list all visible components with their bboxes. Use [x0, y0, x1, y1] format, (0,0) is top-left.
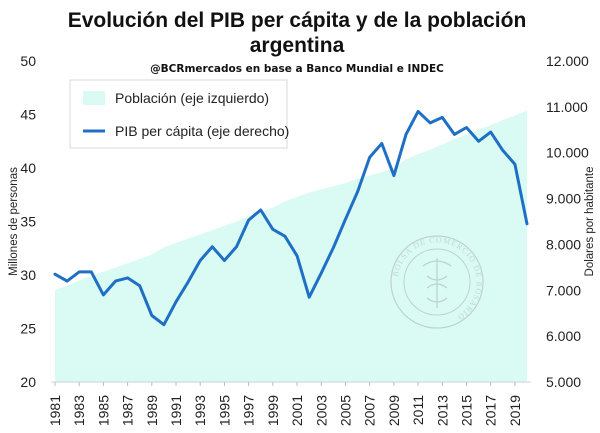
y-right-tick-label: 6.000	[546, 328, 581, 344]
chart-subtitle: @BCRmercados en base a Banco Mundial e I…	[150, 63, 444, 75]
gdp-point	[332, 246, 335, 249]
gdp-point	[489, 131, 492, 133]
y-left-tick-label: 30	[20, 267, 36, 283]
watermark-caduceus-icon	[422, 258, 452, 308]
gdp-point	[502, 149, 504, 152]
gdp-point	[381, 142, 383, 145]
gdp-point	[477, 140, 480, 143]
gdp-point	[284, 235, 286, 237]
gdp-point	[114, 280, 117, 282]
gdp-point	[441, 116, 444, 119]
x-tick-label: 2003	[313, 395, 329, 426]
gdp-point	[235, 245, 238, 248]
gdp-point	[223, 259, 226, 262]
gdp-point	[344, 218, 347, 220]
y-right-tick-label: 7.000	[546, 282, 581, 298]
x-tick-label: 2011	[410, 395, 426, 425]
legend-box	[69, 79, 288, 149]
gdp-point	[405, 133, 407, 136]
x-tick-label: 1991	[168, 395, 184, 426]
chart-title-line1: Evolución del PIB per cápita y de la pob…	[68, 9, 527, 32]
chart-title-line2: argentina	[250, 34, 345, 57]
gdp-point	[138, 284, 141, 287]
gdp-point	[66, 280, 68, 282]
x-tick-label: 2017	[483, 395, 499, 426]
y-right-tick-label: 8.000	[546, 236, 581, 252]
gdp-point	[272, 228, 274, 231]
gdp-point	[187, 281, 189, 283]
x-tick-label: 2007	[362, 395, 378, 426]
x-tick-label: 1987	[120, 395, 136, 426]
x-tick-label: 1993	[192, 395, 208, 426]
gdp-point	[259, 209, 262, 211]
legend-area-swatch	[83, 91, 105, 105]
gdp-point	[78, 271, 80, 273]
gdp-point	[320, 272, 323, 274]
gdp-point	[296, 255, 298, 257]
gdp-point	[465, 126, 468, 129]
y-right-tick-label: 11.000	[546, 99, 588, 115]
x-tick-label: 1983	[71, 395, 87, 426]
y-right-tick-label: 10.000	[546, 145, 589, 161]
x-tick-label: 1999	[265, 395, 281, 426]
y-left-tick-label: 20	[20, 374, 36, 390]
watermark-outer-ring	[390, 235, 484, 329]
gdp-point	[247, 219, 250, 221]
gdp-point	[417, 110, 419, 113]
y-right-tick-label: 12.000	[546, 53, 589, 69]
gdp-point	[126, 277, 129, 279]
gdp-point	[368, 156, 371, 159]
y-left-tick-label: 35	[20, 214, 36, 230]
x-tick-label: 2013	[434, 395, 450, 426]
y-right-axis-label: Dolares por habitante	[584, 167, 596, 277]
legend: Población (eje izquierdo) PIB per cápita…	[69, 79, 289, 149]
gdp-point	[356, 190, 359, 193]
x-tick-label: 2015	[458, 395, 474, 426]
x-tick-label: 1989	[144, 395, 160, 426]
gdp-point	[90, 271, 93, 273]
gdp-point	[393, 174, 395, 177]
y-left-tick-label: 25	[20, 321, 36, 337]
x-tick-label: 1985	[95, 395, 111, 426]
y-left-axis-label: Millones de personas	[8, 167, 20, 276]
x-tick-label: 1997	[241, 395, 257, 426]
legend-area-label: Población (eje izquierdo)	[115, 90, 269, 106]
x-tick-label: 2009	[386, 395, 402, 426]
x-tick-label: 2019	[507, 395, 523, 426]
gdp-point	[211, 245, 214, 248]
y-right-tick-label: 5.000	[546, 374, 581, 390]
y-left-tick-label: 40	[20, 160, 36, 176]
gdp-line-layer	[53, 109, 529, 327]
y-left-tick-label: 50	[20, 53, 36, 69]
gdp-point	[308, 296, 311, 299]
gdp-point	[102, 294, 105, 296]
axes-layer: 20 25 30 35 40 45 50 5.000 6.000 7.000 8.000 9.000 1…	[8, 53, 596, 426]
gdp-point	[163, 323, 165, 326]
y-right-tick-label: 9.000	[546, 191, 581, 207]
legend-line-label: PIB per cápita (eje derecho)	[115, 123, 289, 139]
y-left-tick-label: 45	[20, 107, 36, 123]
x-tick-label: 2001	[289, 395, 305, 426]
gdp-point	[175, 301, 177, 303]
gdp-point	[199, 259, 201, 262]
x-tick-label: 1995	[216, 395, 232, 426]
gdp-point	[151, 314, 153, 317]
watermark-inner-ring	[403, 248, 471, 316]
x-tick-label: 1981	[47, 395, 63, 426]
gdp-point	[54, 273, 56, 276]
gdp-point	[429, 122, 432, 124]
gdp-point	[453, 133, 456, 136]
gdp-point	[514, 163, 516, 165]
gdp-per-capita-line	[53, 109, 529, 327]
gdp-point	[526, 223, 528, 225]
x-tick-label: 2005	[337, 395, 353, 426]
